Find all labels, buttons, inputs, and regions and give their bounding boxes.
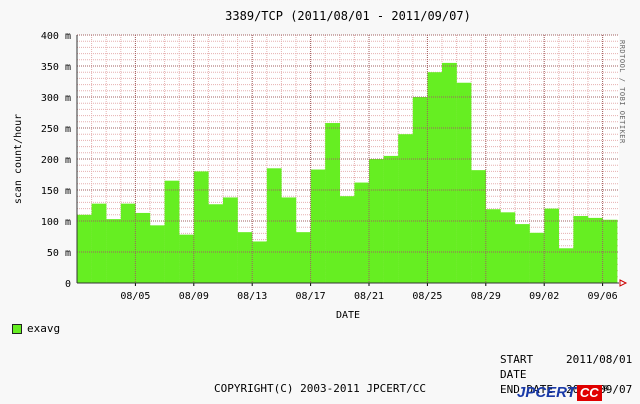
bar [558, 248, 574, 283]
bar [150, 225, 165, 283]
x-tick-label: 08/17 [296, 291, 326, 302]
start-date-value: 2011/08/01 [566, 353, 633, 366]
y-tick-label: 250 m [41, 124, 71, 135]
bar [237, 232, 253, 283]
x-tick-label: 08/05 [120, 291, 150, 302]
logo-registered: ® [602, 384, 609, 393]
x-tick-label: 08/13 [237, 291, 267, 302]
logo-cc: CC [576, 384, 602, 401]
x-tick-label: 08/25 [412, 291, 442, 302]
y-tick-label: 200 m [41, 155, 71, 166]
bar [106, 219, 121, 283]
start-date-label: START DATE [500, 353, 534, 381]
bar [266, 168, 282, 283]
bar [354, 182, 370, 283]
bar [485, 209, 501, 283]
legend: exavg [12, 322, 60, 335]
bar [77, 214, 92, 283]
x-tick-label: 09/06 [588, 291, 618, 302]
bar [120, 203, 136, 283]
y-axis-label: scan count/hour [13, 114, 24, 204]
x-tick-label: 08/29 [471, 291, 501, 302]
x-tick-label: 09/02 [529, 291, 559, 302]
y-tick-label: 0 [65, 279, 71, 290]
bar [412, 97, 428, 283]
rrdtool-credit: RRDTOOL / TOBI OETIKER [618, 40, 626, 144]
bar [369, 159, 384, 283]
y-tick-label: 50 m [47, 248, 71, 259]
y-tick-label: 350 m [41, 62, 71, 73]
bar [310, 169, 326, 283]
copyright: COPYRIGHT(C) 2003-2011 JPCERT/CC [214, 382, 426, 395]
bar [500, 212, 516, 283]
bar [456, 82, 472, 284]
bar [471, 170, 486, 283]
bar [193, 171, 209, 283]
chart-title: 3389/TCP (2011/08/01 - 2011/09/07) [225, 9, 471, 23]
bar [442, 62, 457, 284]
bar [602, 219, 618, 283]
bar [223, 197, 238, 283]
bar [296, 232, 311, 283]
bar [515, 224, 530, 283]
bar [588, 217, 603, 283]
bar [339, 196, 355, 283]
bar [544, 208, 559, 283]
bar [179, 234, 194, 283]
bar [529, 232, 545, 283]
x-tick-label: 08/09 [179, 291, 209, 302]
y-tick-label: 100 m [41, 217, 71, 228]
bar [91, 203, 107, 283]
bar [427, 72, 443, 283]
logo-jpcert: JPCERT [517, 384, 576, 401]
y-tick-label: 150 m [41, 186, 71, 197]
bar [281, 197, 297, 283]
x-tick-label: 08/21 [354, 291, 384, 302]
bar [325, 123, 340, 283]
bar [398, 134, 413, 283]
bar [573, 216, 589, 283]
legend-swatch [12, 323, 22, 334]
x-axis-label: DATE [336, 310, 360, 321]
bar [135, 212, 151, 283]
bar [252, 241, 267, 283]
y-tick-label: 400 m [41, 31, 71, 42]
bar [383, 155, 399, 283]
end-date-label: END DATE [500, 383, 553, 396]
y-tick-label: 300 m [41, 93, 71, 104]
legend-label: exavg [27, 322, 61, 335]
x-axis-arrow [619, 279, 628, 287]
bar [208, 204, 224, 283]
jpcert-logo: JPCERT CC ® [517, 384, 609, 401]
bar [164, 180, 180, 283]
